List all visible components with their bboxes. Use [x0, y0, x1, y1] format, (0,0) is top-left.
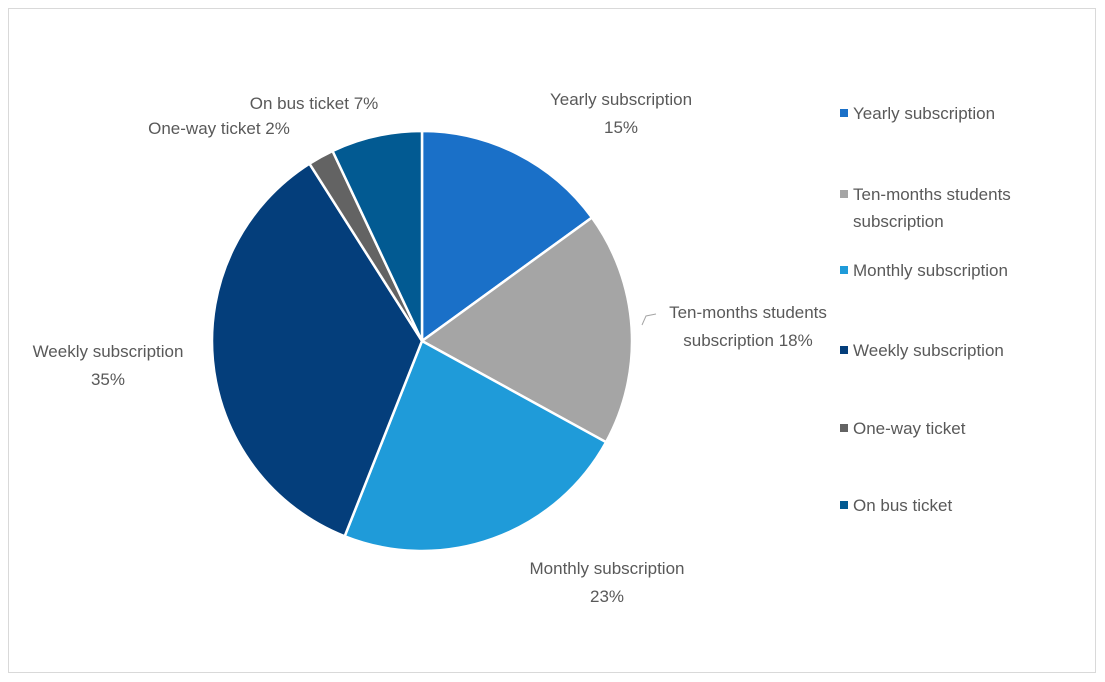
legend-entry: Ten-months students subscription	[853, 181, 1058, 235]
chart-frame	[8, 8, 1096, 673]
data-label: Ten-months students subscription 18%	[653, 299, 843, 355]
pie-slice	[330, 129, 424, 342]
legend-label: Weekly subscription	[853, 340, 1004, 360]
legend-label: One-way ticket	[853, 418, 966, 438]
legend-entry: Weekly subscription	[853, 337, 1093, 364]
legend-swatch	[840, 190, 848, 198]
label-value: 35%	[90, 370, 126, 389]
label-category: Monthly subscription	[529, 559, 685, 578]
label-value: 15%	[603, 118, 639, 137]
label-value: 7%	[353, 94, 379, 113]
legend-label: Ten-months students subscription	[853, 184, 1011, 231]
legend-label: On bus ticket	[853, 495, 953, 515]
legend-swatch	[840, 424, 848, 432]
legend-label: Yearly subscription	[853, 103, 996, 123]
data-label: Monthly subscription 23%	[530, 555, 685, 611]
legend-entry: One-way ticket	[853, 415, 1093, 442]
data-label: One-way ticket 2%	[148, 115, 290, 143]
legend-entry: On bus ticket	[853, 492, 1093, 519]
data-label: On bus ticket 7%	[250, 90, 379, 118]
legend-swatch	[840, 109, 848, 117]
label-category: Yearly subscription	[549, 90, 693, 109]
pie-slice	[420, 129, 594, 344]
pie-slice	[210, 161, 424, 538]
pie-slice	[343, 339, 608, 553]
legend-swatch	[840, 266, 848, 274]
leader-line	[641, 313, 657, 326]
legend-swatch	[840, 501, 848, 509]
label-category: On bus ticket	[249, 94, 349, 113]
label-category: Weekly subscription	[32, 342, 184, 361]
legend-label: Monthly subscription	[853, 260, 1008, 280]
label-category: Ten-months students subscription	[669, 303, 827, 350]
data-label: Yearly subscription 15%	[550, 86, 692, 142]
data-label: Weekly subscription 35%	[33, 338, 184, 394]
label-category: One-way ticket	[148, 119, 261, 138]
legend-entry: Yearly subscription	[853, 100, 1093, 127]
pie-slice	[419, 215, 634, 444]
label-value: 18%	[778, 331, 813, 350]
label-value: 2%	[265, 119, 290, 138]
legend-entry: Monthly subscription	[853, 257, 1093, 284]
label-value: 23%	[589, 587, 625, 606]
legend-swatch	[840, 346, 848, 354]
